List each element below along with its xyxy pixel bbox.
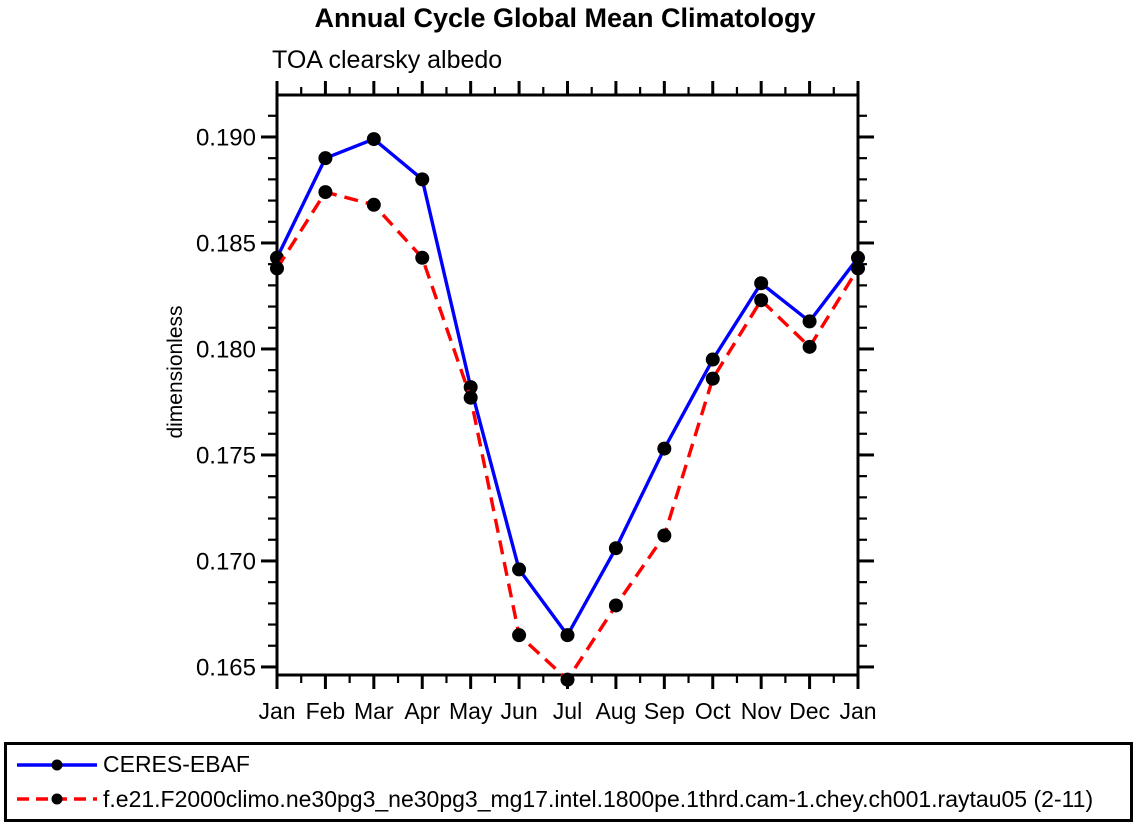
- plot-border: [275, 93, 860, 677]
- data-point-marker: [560, 672, 575, 687]
- legend-marker-dot: [51, 793, 63, 805]
- data-point-marker: [318, 151, 333, 166]
- x-tick-label: Apr: [404, 698, 440, 724]
- data-point-marker: [657, 528, 672, 543]
- data-point-marker: [560, 628, 575, 643]
- chart-subtitle: TOA clearsky albedo: [272, 46, 503, 74]
- y-tick-label: 0.190: [196, 124, 256, 151]
- x-tick-label: Jul: [553, 698, 582, 724]
- x-tick-label: Jun: [501, 698, 538, 724]
- data-point-marker: [512, 628, 527, 643]
- x-tick-label: Dec: [789, 698, 830, 724]
- y-tick-label: 0.175: [196, 442, 256, 469]
- data-point-marker: [851, 261, 865, 276]
- data-point-marker: [802, 339, 817, 354]
- data-point-marker: [318, 185, 333, 200]
- data-point-marker: [415, 250, 430, 265]
- legend: CERES-EBAF f.e21.F2000climo.ne30pg3_ne30…: [4, 742, 1133, 822]
- data-point-marker: [754, 293, 769, 308]
- data-point-marker: [705, 352, 720, 367]
- x-tick-label: Jan: [839, 698, 876, 724]
- series-line-model: [275, 190, 860, 683]
- data-point-marker: [851, 250, 865, 265]
- y-tick-label: 0.165: [196, 654, 256, 681]
- legend-item-obs: CERES-EBAF: [13, 748, 1130, 782]
- data-point-marker: [608, 598, 623, 613]
- x-tick-label: Sep: [644, 698, 685, 724]
- x-tick-label: May: [449, 698, 493, 724]
- x-tick-label: Oct: [695, 698, 731, 724]
- data-point-marker: [705, 371, 720, 386]
- data-point-marker: [657, 441, 672, 456]
- y-tick-label: 0.185: [196, 230, 256, 257]
- plot-area: 0.165 0.170 0.175 0.180 0.185 0.190 Jan Feb Mar A…: [196, 81, 877, 724]
- data-point-marker: [754, 276, 769, 291]
- legend-item-model: f.e21.F2000climo.ne30pg3_ne30pg3_mg17.in…: [13, 782, 1130, 816]
- data-point-marker: [415, 172, 430, 187]
- series-line-obs: [275, 137, 860, 639]
- data-point-marker: [366, 197, 381, 212]
- legend-marker-dot: [51, 759, 63, 771]
- data-point-marker: [366, 132, 381, 147]
- legend-label-model: f.e21.F2000climo.ne30pg3_ne30pg3_mg17.in…: [103, 785, 1094, 812]
- legend-sample-obs: [17, 759, 97, 771]
- x-tick-label: Aug: [595, 698, 636, 724]
- data-point-marker: [463, 390, 478, 405]
- chart-title: Annual Cycle Global Mean Climatology: [314, 3, 816, 33]
- y-tick-label: 0.170: [196, 548, 256, 575]
- legend-sample-model: [17, 793, 97, 805]
- x-tick-label: Jan: [258, 698, 295, 724]
- x-tick-label: Nov: [741, 698, 782, 724]
- data-point-marker: [608, 541, 623, 556]
- y-tick-label: 0.180: [196, 336, 256, 363]
- legend-label-obs: CERES-EBAF: [103, 751, 250, 778]
- data-point-marker: [802, 314, 817, 329]
- x-tick-label: Feb: [306, 698, 346, 724]
- data-point-marker: [512, 562, 527, 577]
- data-point-marker: [270, 261, 284, 276]
- x-tick-label: Mar: [354, 698, 394, 724]
